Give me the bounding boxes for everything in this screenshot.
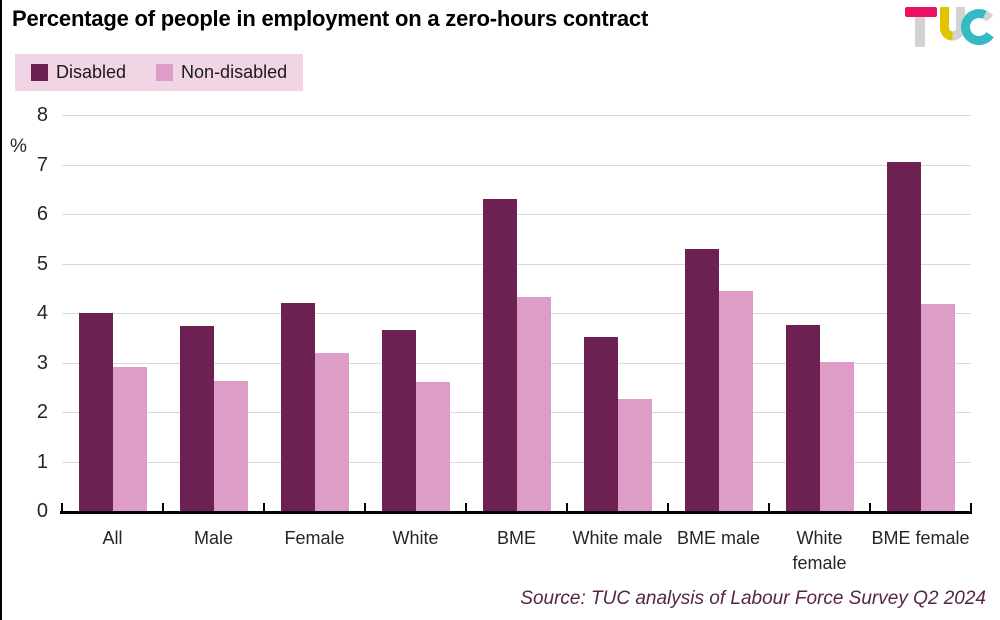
tuc-logo-c-tip [982,10,994,22]
x-axis-category-label-white-female: White female [792,528,847,573]
x-axis-tick [869,503,871,512]
source-text: Source: TUC analysis of Labour Force Sur… [520,588,986,609]
bar-non-disabled-white [415,382,450,511]
x-axis-category-label-female: Female [284,528,345,548]
x-axis-category-label-bme-male: BME male [676,528,761,548]
legend-swatch-disabled-icon [31,64,48,81]
y-axis-tick-label-7: 7 [36,153,48,176]
x-axis-category-label-white-male: White male [572,528,663,548]
bar-non-disabled-male [213,381,248,511]
tuc-logo [905,7,994,47]
legend: Disabled Non-disabled [15,54,304,91]
x-axis-tick [364,503,366,512]
x-axis-category-label-all: All [102,528,123,548]
x-axis-tick [61,503,63,512]
bar-disabled-white-female [785,324,820,511]
x-axis-category-label-bme: BME [496,528,536,548]
bar-disabled-white [381,329,416,511]
tuc-logo-c [961,9,994,45]
x-axis-line [60,511,972,514]
legend-label-non-disabled: Non-disabled [181,62,288,82]
tuc-logo-t-stem [915,16,925,47]
bar-non-disabled-white-male [617,399,652,511]
gridline-8 [62,115,971,116]
y-axis-unit-label: % [10,136,27,157]
x-axis-tick [465,503,467,512]
legend-item-disabled: Disabled [31,62,126,83]
bar-non-disabled-white-female [819,362,854,511]
gridline-5 [62,263,971,265]
x-axis-tick [566,503,568,512]
legend-item-non-disabled: Non-disabled [156,62,287,83]
bar-disabled-bme-male [684,248,719,511]
gridline-7 [62,164,971,166]
bar-non-disabled-bme-female [920,303,955,511]
bar-disabled-male [179,326,214,511]
x-axis-category-label-male: Male [193,528,233,548]
x-axis-tick [162,503,164,512]
bar-disabled-bme [482,199,517,511]
y-axis-tick-label-1: 1 [36,450,48,473]
chart-title: Percentage of people in employment on a … [12,6,649,31]
y-axis-tick-label-8: 8 [36,104,48,126]
y-axis-tick-label-0: 0 [36,500,48,522]
tuc-logo-u-left [940,7,954,41]
y-axis-tick-label-4: 4 [36,302,48,324]
bar-non-disabled-female [314,352,349,511]
tuc-logo-t-bar [905,7,937,17]
bar-non-disabled-all [112,367,147,511]
x-axis-tick [263,503,265,512]
x-axis-tick [970,503,972,512]
bar-disabled-all [78,313,113,511]
x-axis-tick [768,503,770,512]
bar-disabled-female [280,303,315,511]
y-axis-tick-label-3: 3 [36,351,48,374]
y-axis-tick-label-2: 2 [36,401,48,423]
x-axis-category-label-bme-female: BME female [871,528,970,548]
x-axis-tick [667,503,669,512]
legend-swatch-non-disabled-icon [156,64,174,81]
y-axis-tick-label-5: 5 [36,252,48,275]
gridline-6 [62,214,971,215]
y-axis-tick-label-6: 6 [36,203,48,225]
legend-label-disabled: Disabled [56,62,127,82]
bar-disabled-white-male [583,336,618,511]
x-axis-category-label-white: White [392,528,439,548]
bar-disabled-bme-female [886,162,921,511]
bar-non-disabled-bme [516,297,551,511]
bar-non-disabled-bme-male [718,291,753,511]
